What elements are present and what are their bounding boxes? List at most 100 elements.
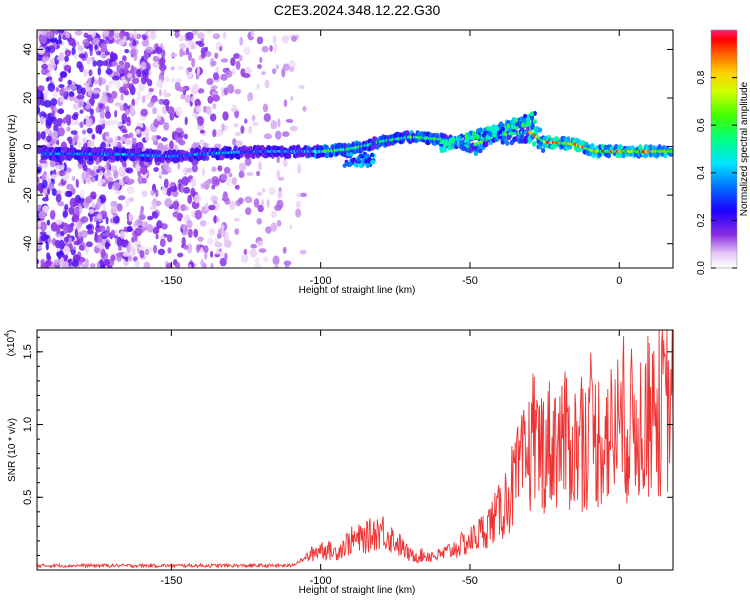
spectrogram-cell xyxy=(261,45,269,53)
spectrogram-cell xyxy=(295,200,302,209)
spectrogram-cell xyxy=(37,131,42,141)
spectrogram-cell xyxy=(71,175,76,182)
spectrogram-cell xyxy=(66,126,71,132)
spectrogram-cell xyxy=(537,127,543,133)
spectrogram-cell xyxy=(204,252,208,260)
spectrogram-cell xyxy=(102,30,110,36)
spectrogram-cell xyxy=(116,237,123,247)
spectrogram-cell xyxy=(233,53,241,59)
spectrogram-cell xyxy=(85,100,91,110)
spectrogram-cell xyxy=(238,54,243,62)
spectrogram-cell xyxy=(254,256,260,264)
colorbar-tick-label: 0.6 xyxy=(696,118,707,132)
spectrogram-cell xyxy=(140,164,148,175)
spectrogram-ylabel: Frequency (Hz) xyxy=(7,115,18,184)
snr-scale-prefix: (x10 xyxy=(6,336,17,356)
spectrogram-cell xyxy=(39,158,46,165)
spectrogram-cell xyxy=(104,120,113,126)
spectrogram-cell xyxy=(64,204,69,211)
spectrogram-cell xyxy=(230,57,236,67)
spectrogram-cell xyxy=(50,174,57,179)
spectrogram-cell xyxy=(363,159,368,164)
snr-xlabel: Height of straight line (km) xyxy=(299,585,416,596)
spectrogram-cell xyxy=(134,218,143,227)
spectrogram-cell xyxy=(186,31,194,41)
spectrogram-cell xyxy=(37,96,42,106)
spectrogram-cell xyxy=(469,135,474,141)
spectrogram-cell xyxy=(218,251,225,258)
spectrogram-cell xyxy=(256,83,260,90)
spectrogram-cell xyxy=(49,210,56,220)
spectrogram-cell xyxy=(240,125,245,134)
spectrogram-cell xyxy=(163,122,170,131)
spectrogram-cell xyxy=(211,91,217,96)
spectrogram-cell xyxy=(113,170,119,179)
spectrogram-cell xyxy=(250,30,255,38)
spectrogram-cell xyxy=(175,127,183,133)
spectrogram-cell xyxy=(94,79,98,85)
spectrogram-cell xyxy=(169,112,175,121)
spectrogram-cell xyxy=(191,86,198,95)
x-tick-label: -150 xyxy=(160,275,182,287)
spectrogram-cell xyxy=(243,46,251,56)
spectrogram-cell xyxy=(85,117,93,128)
x-tick-label: -50 xyxy=(462,575,478,587)
spectrogram-panel: -150 -100 -50 0 -40 -20 0 20 40 Height of straig… xyxy=(7,29,674,296)
spectrogram-cell xyxy=(72,41,76,49)
spectrogram-cell xyxy=(62,245,71,254)
spectrogram-cell xyxy=(82,164,88,172)
spectrogram-cell xyxy=(78,244,85,251)
spectrogram-cell xyxy=(232,138,237,146)
spectrogram-cell xyxy=(251,153,256,160)
spectrogram-cell xyxy=(107,265,113,268)
spectrogram-cell xyxy=(121,79,128,85)
spectrogram-cell xyxy=(200,258,204,268)
spectrogram-cell xyxy=(104,111,112,119)
spectrogram-cell xyxy=(177,252,184,258)
spectrogram-cell xyxy=(141,40,150,47)
spectrogram-cell xyxy=(73,53,79,59)
spectrogram-cell xyxy=(141,95,146,104)
spectrogram-cell xyxy=(37,204,42,212)
spectrogram-cell xyxy=(188,264,192,268)
spectrogram-cell xyxy=(441,139,446,145)
spectrogram-cell xyxy=(141,68,149,76)
spectrogram-cell xyxy=(63,162,67,172)
spectrogram-cell xyxy=(81,171,87,182)
spectrogram-cell xyxy=(207,237,214,246)
spectrogram-cell xyxy=(80,229,88,239)
spectrogram-cell xyxy=(65,114,72,121)
spectrogram-cell xyxy=(212,72,220,81)
spectrogram-cell xyxy=(212,129,217,138)
spectrogram-cell xyxy=(200,52,206,59)
spectrogram-cell xyxy=(211,60,217,67)
spectrogram-cell xyxy=(156,114,161,122)
snr-ylabel: SNR (10 * v/v) xyxy=(7,418,18,482)
spectrogram-cell xyxy=(116,102,123,107)
spectrogram-cell xyxy=(155,189,159,198)
spectrogram-cell xyxy=(107,169,111,177)
spectrogram-cell xyxy=(177,35,186,42)
spectrogram-cell xyxy=(238,162,247,171)
spectrogram-cell xyxy=(60,164,65,170)
spectrogram-cell xyxy=(529,111,534,117)
spectrogram-cell xyxy=(235,140,243,147)
spectrogram-cell xyxy=(285,118,294,123)
spectrogram-cell xyxy=(182,225,186,235)
spectrogram-cell xyxy=(86,34,93,42)
spectrogram-cell xyxy=(233,123,239,128)
spectrogram-cell xyxy=(211,166,217,172)
spectrogram-cell xyxy=(125,199,130,208)
spectrogram-cell xyxy=(638,144,643,150)
spectrogram-cell xyxy=(170,78,176,83)
spectrogram-cell xyxy=(365,163,370,168)
spectrogram-cell xyxy=(270,222,278,232)
spectrogram-cell xyxy=(91,202,96,209)
spectrogram-cell xyxy=(245,207,252,216)
spectrogram-cell xyxy=(123,227,128,233)
spectrogram-cell xyxy=(109,79,116,85)
spectrogram-cell xyxy=(208,204,216,211)
spectrogram-cell xyxy=(172,200,180,210)
spectrogram-cell xyxy=(439,146,444,152)
spectrogram-cell xyxy=(131,137,137,145)
